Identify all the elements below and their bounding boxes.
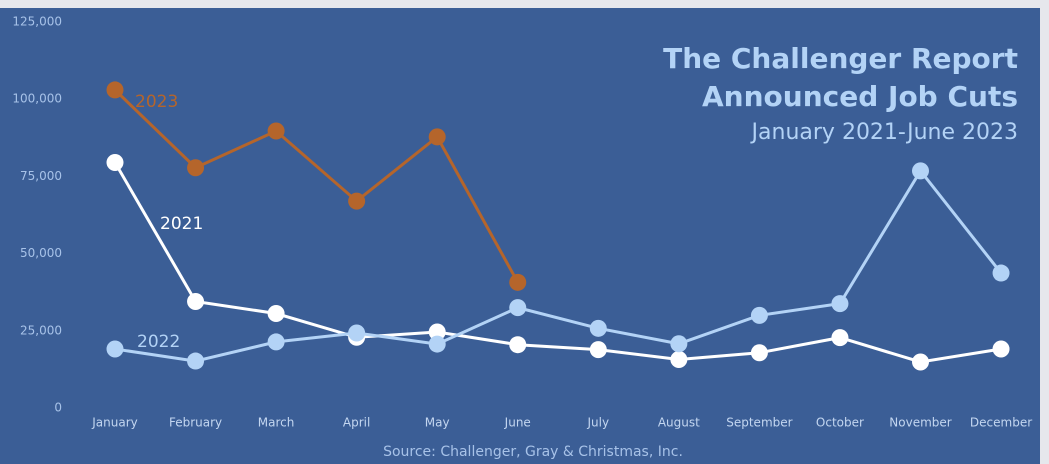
chart-title: The Challenger Report: [663, 42, 1018, 75]
data-point: [106, 81, 124, 99]
data-point: [509, 299, 527, 317]
x-tick-label: January: [91, 416, 138, 430]
data-point: [187, 292, 205, 310]
data-point: [106, 154, 124, 172]
data-point: [750, 344, 768, 362]
data-point: [912, 353, 929, 371]
data-point: [750, 306, 768, 324]
data-point: [267, 305, 285, 323]
series-line: [113, 88, 520, 284]
data-point: [589, 341, 607, 359]
data-point: [670, 335, 688, 353]
series-label: 2021: [160, 214, 203, 234]
data-point: [187, 159, 205, 177]
y-tick-label: 50,000: [20, 246, 62, 260]
chart-background: [0, 8, 1040, 464]
y-tick-label: 125,000: [12, 15, 62, 29]
x-tick-label: November: [889, 416, 951, 430]
x-tick-label: August: [658, 416, 700, 430]
x-tick-label: December: [970, 416, 1032, 430]
data-point: [912, 162, 929, 180]
data-point: [589, 319, 607, 337]
data-point: [992, 340, 1010, 358]
data-point: [992, 264, 1010, 282]
data-point: [267, 122, 285, 140]
data-point: [187, 352, 205, 370]
x-tick-label: July: [587, 416, 610, 430]
x-tick-label: April: [343, 416, 370, 430]
data-point: [670, 351, 688, 369]
x-tick-label: February: [169, 416, 222, 430]
x-tick-label: September: [726, 416, 792, 430]
chart-subtitle: Announced Job Cuts: [702, 80, 1018, 113]
data-point: [267, 333, 285, 351]
x-tick-label: June: [504, 416, 531, 430]
data-point: [831, 329, 849, 347]
series-line: [114, 168, 1003, 363]
data-point: [428, 323, 446, 341]
data-point: [428, 128, 446, 146]
data-point: [509, 273, 527, 291]
data-point: [106, 340, 124, 358]
series-label: 2023: [135, 92, 178, 112]
y-tick-label: 100,000: [12, 92, 62, 106]
data-point: [428, 335, 446, 353]
data-point: [509, 336, 527, 354]
y-tick-label: 75,000: [20, 169, 62, 183]
data-point: [831, 295, 849, 313]
x-tick-label: March: [258, 416, 295, 430]
x-tick-label: May: [425, 416, 450, 430]
x-tick-label: October: [816, 416, 864, 430]
source-note: Source: Challenger, Gray & Christmas, In…: [383, 444, 683, 460]
y-tick-label: 0: [54, 401, 62, 415]
series-label: 2022: [137, 332, 180, 352]
data-point: [348, 324, 366, 342]
series-line: [113, 161, 1002, 364]
chart-period: January 2021-June 2023: [750, 120, 1018, 145]
data-point: [348, 192, 366, 210]
y-tick-label: 25,000: [20, 323, 62, 337]
